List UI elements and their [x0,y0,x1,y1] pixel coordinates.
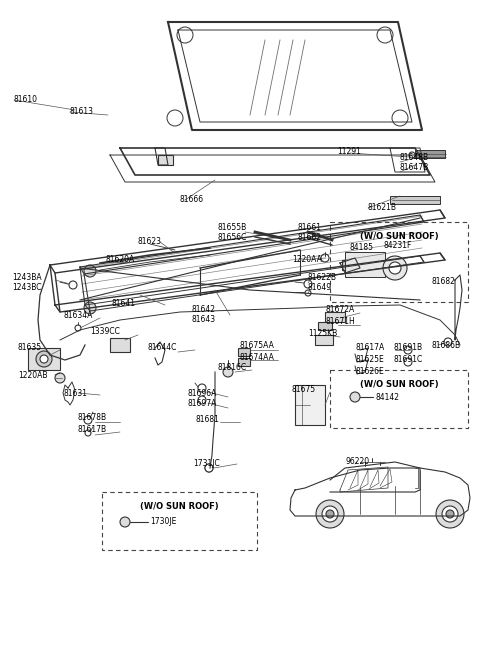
Circle shape [69,281,77,289]
Text: 81643: 81643 [192,315,216,325]
Text: 81675: 81675 [292,386,316,394]
Text: 1730JE: 1730JE [150,518,176,526]
Text: 1243BA: 1243BA [12,273,42,281]
Circle shape [40,355,48,363]
Text: 81674AA: 81674AA [240,353,275,363]
Text: 81649: 81649 [308,284,332,292]
Text: 81613: 81613 [70,108,94,116]
Bar [315,335,333,345]
Circle shape [442,506,458,522]
Text: 81672A: 81672A [325,306,354,315]
Circle shape [326,510,334,518]
Circle shape [198,384,206,392]
Circle shape [205,464,213,472]
Circle shape [120,517,130,527]
Circle shape [383,256,407,280]
Bar [325,312,345,322]
Text: 81675AA: 81675AA [240,340,275,350]
Bar [238,348,250,356]
Bar [110,338,130,352]
Text: 96220: 96220 [345,457,369,466]
Circle shape [446,510,454,518]
Circle shape [321,254,329,262]
Circle shape [404,358,412,366]
Text: 84142: 84142 [375,392,399,401]
Circle shape [316,500,344,528]
Bar [295,385,325,425]
Text: 81686B: 81686B [432,340,461,350]
Text: 1243BC: 1243BC [12,283,41,292]
Text: (W/O SUN ROOF): (W/O SUN ROOF) [360,232,438,241]
Circle shape [75,325,81,331]
Text: 81634A: 81634A [64,311,94,319]
Text: 84231F: 84231F [383,240,411,250]
Text: 81682: 81682 [432,277,456,286]
Text: 81661: 81661 [297,223,321,233]
Text: 1731JC: 1731JC [193,459,220,468]
Circle shape [85,430,91,436]
Text: 81620A: 81620A [105,256,134,265]
Circle shape [436,500,464,528]
Circle shape [36,351,52,367]
Text: 81610: 81610 [14,95,38,104]
Text: 1339CC: 1339CC [90,327,120,336]
Text: 81678B: 81678B [78,413,107,422]
Text: 81671H: 81671H [325,317,355,327]
Bar [158,155,173,165]
Text: 81647B: 81647B [400,164,429,173]
Text: 81697A: 81697A [188,399,217,407]
Circle shape [84,302,96,314]
Text: 81656C: 81656C [218,233,247,242]
Circle shape [350,392,360,402]
Text: 81666: 81666 [180,196,204,204]
Text: 81626E: 81626E [355,367,384,376]
Circle shape [305,290,311,296]
Text: 81696A: 81696A [188,388,217,397]
Text: 81617A: 81617A [355,344,384,353]
Bar [415,150,445,158]
Text: 81816C: 81816C [218,363,247,373]
Text: 81631: 81631 [64,388,88,397]
Circle shape [409,152,415,158]
Text: 81635: 81635 [18,344,42,353]
Bar [318,322,332,330]
Text: 84185: 84185 [349,244,373,252]
Text: 81691C: 81691C [393,355,422,365]
Bar [390,196,440,204]
Text: 81691B: 81691B [393,344,422,353]
Circle shape [444,338,452,346]
Circle shape [404,346,412,354]
Text: 81621B: 81621B [368,204,397,212]
Text: 81644C: 81644C [148,342,178,351]
Text: 11291: 11291 [337,148,361,156]
Text: 81655B: 81655B [218,223,247,233]
Text: (W/O SUN ROOF): (W/O SUN ROOF) [140,502,219,511]
Circle shape [223,367,233,377]
Text: 81617B: 81617B [78,426,107,434]
Text: 81622B: 81622B [308,273,337,283]
Circle shape [322,506,338,522]
Circle shape [84,265,96,277]
Bar [345,252,385,277]
Circle shape [205,464,213,472]
Text: 81641: 81641 [112,298,136,307]
Circle shape [55,373,65,383]
Circle shape [304,280,312,288]
Text: 1220AB: 1220AB [18,371,48,380]
Text: 81623: 81623 [138,237,162,246]
Text: 81681: 81681 [195,415,219,424]
Text: 1125KB: 1125KB [308,330,337,338]
Text: 81648B: 81648B [400,154,429,162]
Text: 1220AA: 1220AA [292,256,322,265]
Text: (W/O SUN ROOF): (W/O SUN ROOF) [360,380,438,389]
Text: 81662: 81662 [297,233,321,242]
Circle shape [84,416,92,424]
Bar [342,260,358,270]
Circle shape [198,396,206,404]
Text: 81625E: 81625E [355,355,384,365]
Text: 81642: 81642 [192,306,216,315]
Bar [28,348,60,370]
Bar [238,358,250,366]
Circle shape [389,262,401,274]
